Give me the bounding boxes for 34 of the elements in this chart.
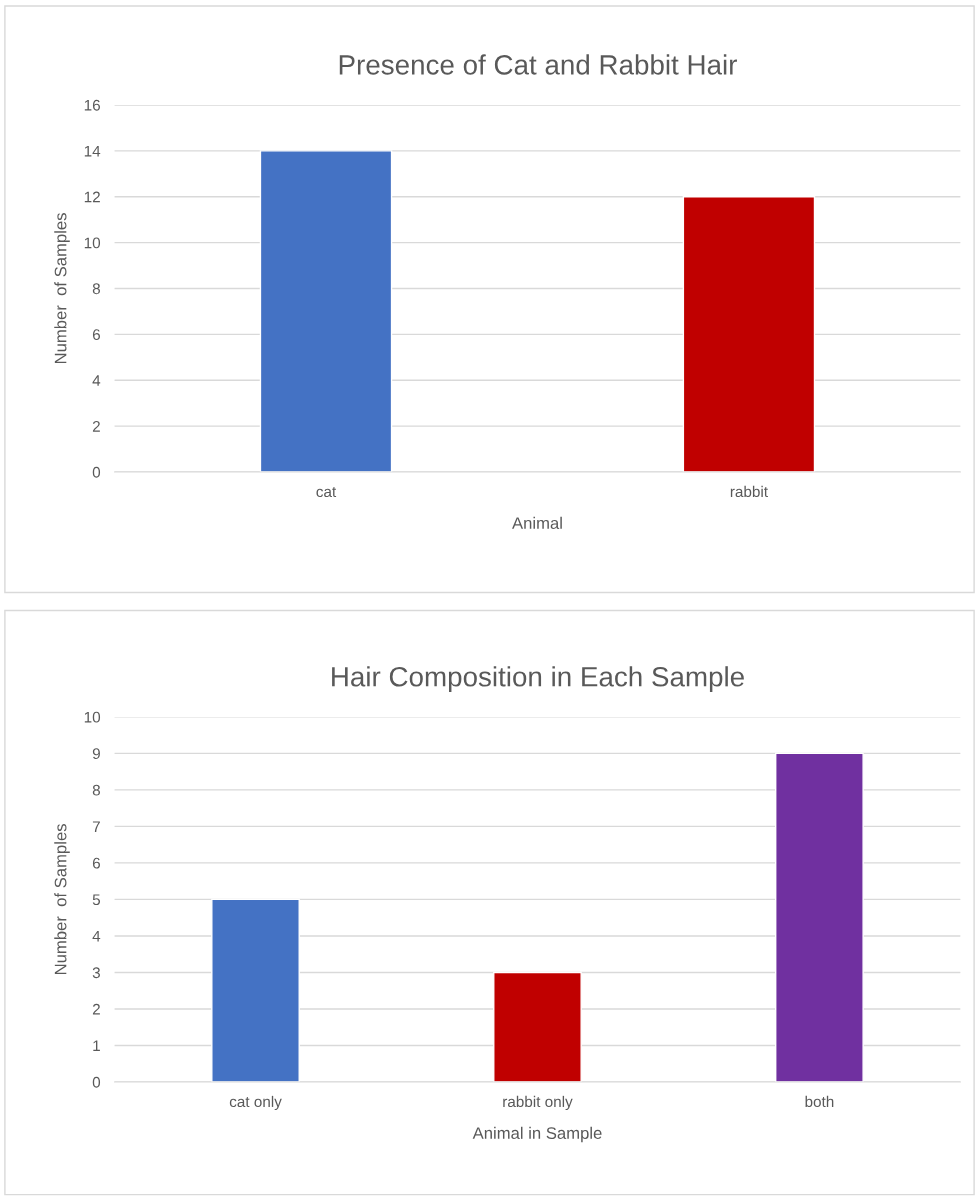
y-tick-label: 6 xyxy=(92,329,100,341)
y-tick-label: 8 xyxy=(92,784,100,796)
y-tick-label: 7 xyxy=(92,821,100,832)
y-tick-label: 5 xyxy=(92,894,101,906)
x-tick-label: both xyxy=(805,1095,834,1108)
y-tick-label: 16 xyxy=(84,99,100,111)
y-tick-label: 0 xyxy=(92,1076,101,1088)
y-tick-label: 6 xyxy=(92,857,100,869)
y-tick-label: 10 xyxy=(84,237,101,249)
bar xyxy=(211,898,300,1082)
y-tick-label: 2 xyxy=(92,1003,100,1015)
x-tick-label: cat only xyxy=(229,1095,282,1111)
y-tick-label: 4 xyxy=(92,930,101,942)
y-tick-label: 3 xyxy=(92,967,100,979)
chart-title: Hair Composition in Each Sample xyxy=(332,666,744,693)
chart-title: Presence of Cat and Rabbit Hair xyxy=(339,54,737,75)
y-tick-label: 2 xyxy=(92,420,100,432)
x-tick-label: cat xyxy=(316,487,337,498)
y-tick-label: 12 xyxy=(84,191,100,203)
y-tick-label: 1 xyxy=(93,1040,100,1051)
y-tick-label: 10 xyxy=(84,711,101,723)
y-axis-title: Number of Samples xyxy=(54,824,70,975)
bar xyxy=(775,752,864,1082)
y-tick-label: 9 xyxy=(92,748,100,760)
y-tick-label: 4 xyxy=(92,375,101,386)
y-tick-label: 14 xyxy=(84,145,101,157)
x-axis-title: Animal xyxy=(512,516,562,530)
x-tick-label: rabbit xyxy=(730,485,768,498)
y-axis-title: Number of Samples xyxy=(54,213,70,364)
y-tick-label: 8 xyxy=(92,283,100,295)
x-axis-title: Animal in Sample xyxy=(472,1126,602,1143)
bar xyxy=(493,971,582,1082)
y-tick-label: 0 xyxy=(92,466,101,478)
x-tick-label: rabbit only xyxy=(503,1095,573,1111)
